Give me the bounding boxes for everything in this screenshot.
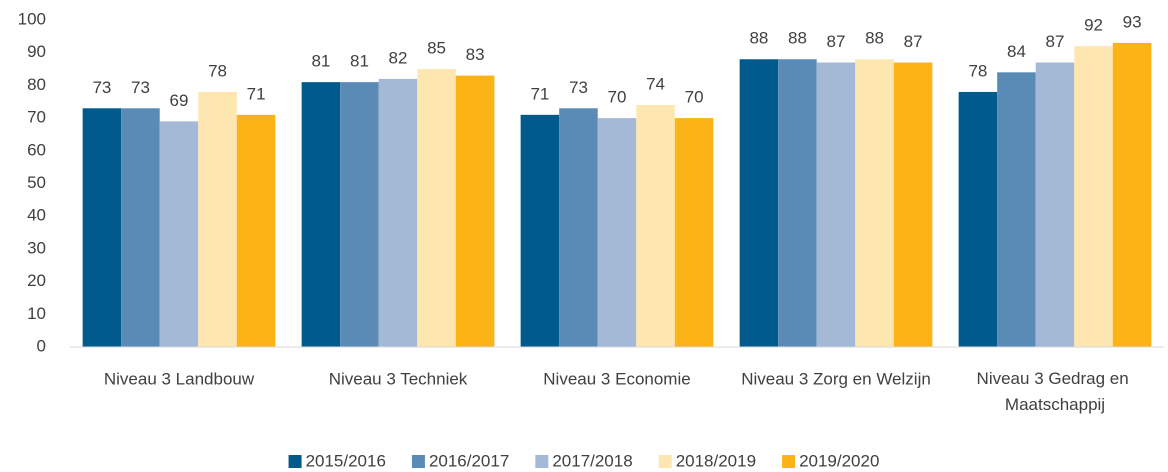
bar	[301, 82, 341, 347]
bar	[1112, 42, 1152, 347]
bar	[82, 108, 122, 347]
legend-swatch	[288, 455, 302, 468]
x-tick-label: Niveau 3 Techniek	[329, 369, 468, 388]
y-tick-label: 20	[27, 271, 46, 290]
data-label: 74	[646, 75, 665, 94]
data-label: 92	[1084, 16, 1103, 35]
y-tick-label: 80	[27, 75, 46, 94]
data-label: 70	[685, 88, 704, 107]
bar	[893, 62, 933, 347]
bar	[236, 114, 276, 347]
bar	[958, 91, 998, 347]
bar	[674, 118, 714, 347]
y-tick-label: 50	[27, 173, 46, 192]
bar	[1074, 46, 1113, 347]
data-label: 70	[608, 88, 627, 107]
legend-label: 2018/2019	[676, 451, 756, 470]
data-label: 71	[530, 84, 549, 103]
data-label: 87	[827, 32, 846, 51]
legend-swatch	[782, 455, 796, 468]
y-tick-label: 100	[18, 9, 46, 28]
data-label: 84	[1007, 42, 1026, 61]
x-tick-label: Niveau 3 Landbouw	[104, 369, 255, 388]
y-tick-label: 60	[27, 140, 46, 159]
legend-swatch	[411, 455, 425, 468]
data-label: 71	[247, 84, 266, 103]
data-label: 81	[350, 52, 369, 71]
legend-swatch	[535, 455, 549, 468]
data-label: 83	[466, 45, 485, 64]
bar	[198, 91, 237, 347]
data-label: 81	[311, 52, 330, 71]
bar	[778, 59, 817, 348]
bar	[340, 82, 379, 347]
data-label: 93	[1123, 12, 1142, 31]
data-label: 69	[170, 91, 189, 110]
data-label: 82	[389, 48, 408, 67]
data-label: 73	[92, 78, 111, 97]
data-label: 78	[208, 61, 227, 80]
bar	[997, 72, 1036, 347]
data-label: 87	[1046, 32, 1065, 51]
data-label: 88	[788, 29, 807, 48]
bar	[121, 108, 160, 347]
bar	[597, 118, 637, 347]
bar	[855, 59, 894, 348]
y-tick-label: 40	[27, 206, 46, 225]
legend-swatch	[658, 455, 672, 468]
data-label: 88	[865, 29, 884, 48]
x-tick-label: Niveau 3 Economie	[543, 369, 690, 388]
legend-label: 2016/2017	[429, 451, 509, 470]
y-tick-label: 90	[27, 42, 46, 61]
data-label: 88	[749, 29, 768, 48]
data-label: 85	[427, 39, 446, 58]
bar	[159, 121, 199, 348]
x-tick-label: Niveau 3 Zorg en Welzijn	[741, 369, 931, 388]
bar	[455, 75, 495, 347]
data-label: 87	[904, 32, 923, 51]
data-label: 73	[569, 78, 588, 97]
y-tick-label: 10	[27, 304, 46, 323]
legend-label: 2015/2016	[306, 451, 386, 470]
bar	[559, 108, 598, 347]
legend-label: 2017/2018	[552, 451, 632, 470]
bar	[417, 69, 456, 348]
bar	[636, 105, 675, 348]
bar	[1035, 62, 1075, 347]
y-tick-label: 0	[37, 336, 46, 355]
bar	[816, 62, 856, 347]
x-tick-label: Niveau 3 Gedrag en Maatschappij	[977, 369, 1134, 414]
bar	[520, 114, 560, 347]
bar	[378, 78, 418, 348]
y-tick-label: 30	[27, 238, 46, 257]
data-label: 73	[131, 78, 150, 97]
y-tick-label: 70	[27, 108, 46, 127]
bar	[739, 59, 779, 348]
data-label: 78	[968, 61, 987, 80]
legend-label: 2019/2020	[799, 451, 879, 470]
